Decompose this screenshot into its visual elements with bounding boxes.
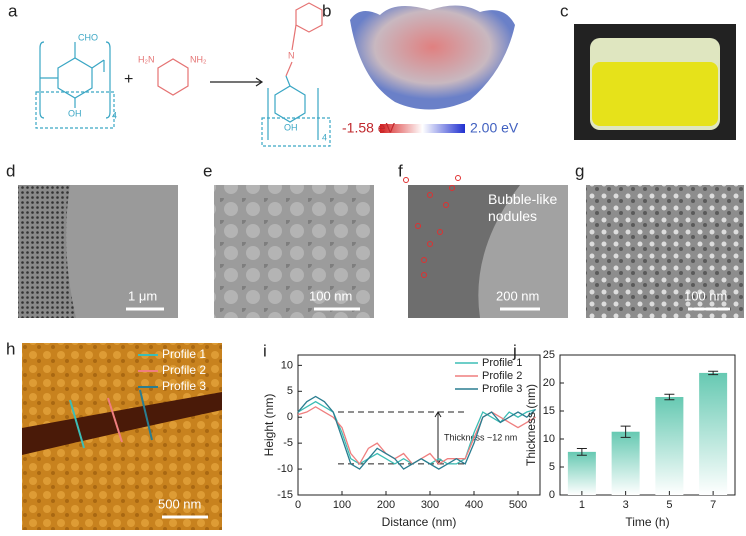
x-axis-label: Time (h) [625,515,669,529]
panel-label: c [560,1,569,20]
y-tick-label: -5 [283,437,293,449]
thickness-arrow [434,411,442,465]
panel-label: e [203,161,212,180]
colorbar-max: 2.00 eV [470,120,519,136]
chem-label: OH [284,122,298,132]
x-tick-label: 300 [421,499,439,511]
membrane [66,185,178,318]
y-tick-label: -10 [277,463,293,475]
y-tick-label: -15 [277,489,293,501]
panel-a: a CHO OH 4 + H₂N NH₂ N OH 4 [8,1,331,147]
x-tick-label: 100 [333,499,351,511]
bar [567,451,596,495]
y-tick-label: 20 [543,377,555,389]
x-tick-label: 7 [710,499,716,511]
legend-label: Profile 3 [482,383,522,395]
membrane [478,185,568,318]
x-axis-label: Distance (nm) [382,515,457,529]
panel-f: f Bubble-like nodules 200 nm [398,161,568,318]
legend-label: Profile 2 [482,370,522,382]
chem-label: 4 [322,132,327,142]
sem-image [214,185,374,318]
panel-h: h 500 nm Profile 1 Profile 2 Profile 3 [6,339,222,530]
y-tick-label: 5 [549,461,555,473]
y-tick-label: 0 [549,489,555,501]
x-tick-label: 0 [295,499,301,511]
calixarene-structure [35,41,115,129]
scratch [22,392,222,455]
panel-label: d [6,161,15,180]
x-tick-label: 1 [579,499,585,511]
panel-b: b -1.58 eV 2.00 eV [322,1,519,135]
panel-label: b [322,1,331,20]
profile-line [69,399,85,449]
y-tick-label: 15 [543,405,555,417]
profile-line [139,389,153,441]
scale-label: 500 nm [158,496,201,511]
scale-label: 200 nm [496,288,539,303]
legend-label: Profile 3 [162,379,206,393]
scale-label: 100 nm [309,288,352,303]
y-tick-label: 10 [281,359,293,371]
y-axis-label: Height (nm) [262,394,276,457]
product-structure [261,2,331,147]
y-tick-label: 5 [287,385,293,397]
panel-label: g [575,161,584,180]
panel-c: c [560,1,736,140]
panel-g: g 100 nm [575,161,744,318]
sem-image [586,185,744,318]
profile-line [107,397,123,443]
scale-label: 100 nm [684,288,727,303]
bar [611,431,640,495]
chem-label: NH₂ [190,54,207,64]
x-tick-label: 400 [465,499,483,511]
nodule-markers [403,175,461,278]
scale-label: 1 μm [128,288,157,303]
error-bar [576,448,587,456]
colorbar [380,124,465,133]
diamine-structure [157,58,189,96]
solution [592,62,718,126]
x-tick-label: 200 [377,499,395,511]
panel-label: h [6,339,15,358]
panel-label: i [263,341,267,360]
panel-d: d 1 μm [6,161,178,318]
chem-label: H₂N [138,54,155,64]
x-tick-label: 3 [623,499,629,511]
chem-label: OH [68,108,82,118]
y-tick-label: 10 [543,433,555,445]
chem-label: CHO [78,32,98,42]
error-bar [708,370,719,376]
series-line [297,395,537,470]
annotation: Thickness ~12 nm [444,432,517,442]
plot-frame [297,354,541,496]
panel-label: f [398,161,403,180]
plus-sign: + [124,71,133,88]
y-tick-label: 25 [543,349,555,361]
chem-label: N [288,50,295,60]
legend-label: Profile 1 [482,357,522,369]
legend-label: Profile 1 [162,347,206,361]
bar [655,397,684,495]
chem-label: 4 [112,110,117,120]
y-axis-label: Thickness (nm) [524,384,538,466]
annotation: Bubble-like nodules [488,191,557,224]
panel-e: e 100 nm [203,161,374,318]
error-bar [664,393,675,401]
x-tick-label: 500 [509,499,527,511]
plot-frame [559,354,736,496]
panel-label: j [512,341,517,360]
colorbar-min: -1.58 eV [342,120,396,136]
error-bar [620,425,631,438]
bar [699,372,728,495]
esp-map [350,5,515,110]
legend-label: Profile 2 [162,363,206,377]
x-tick-label: 5 [666,499,672,511]
y-tick-label: 0 [287,411,293,423]
panel-label: a [8,1,18,20]
reaction-arrow [210,77,264,87]
